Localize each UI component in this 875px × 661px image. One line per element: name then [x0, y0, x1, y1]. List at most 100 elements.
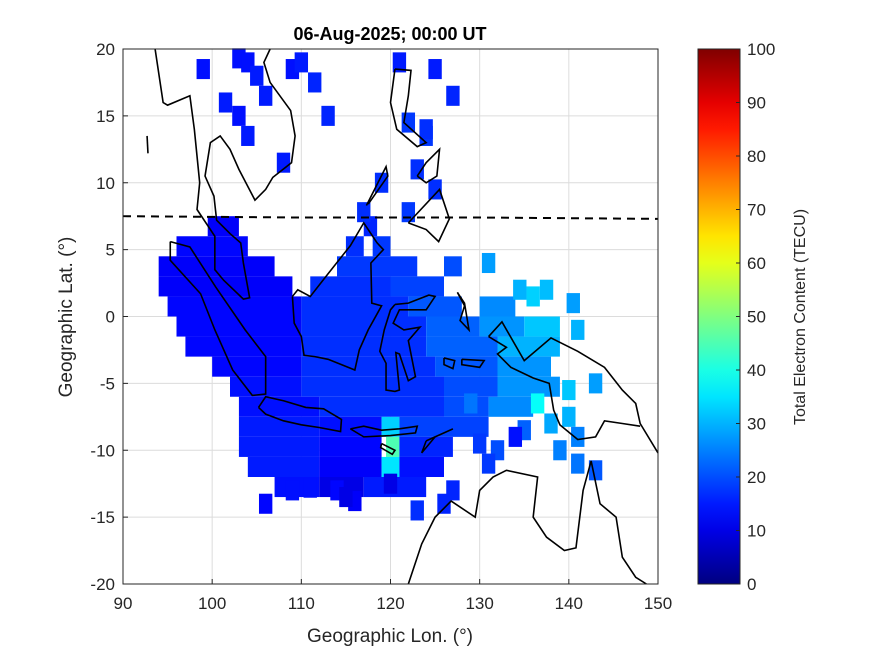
tec-cell: [399, 416, 489, 437]
tec-cell: [472, 433, 487, 454]
tec-cell: [488, 396, 534, 417]
x-tick-label: 90: [114, 594, 133, 613]
x-tick-label: 120: [376, 594, 404, 613]
tec-cell: [481, 252, 496, 274]
tec-cell: [337, 256, 418, 277]
y-tick-label: 10: [96, 174, 115, 193]
coastlines: [146, 48, 659, 585]
chart-title: 06-Aug-2025; 00:00 UT: [293, 24, 486, 44]
tec-cell: [539, 279, 554, 300]
tec-cell: [513, 279, 527, 300]
x-tick-label: 110: [288, 594, 315, 613]
tec-cell: [530, 393, 545, 414]
coastline: [461, 358, 486, 369]
colorbar-tick-label: 60: [747, 254, 766, 273]
tec-cell: [238, 416, 320, 437]
tec-cell: [176, 236, 248, 257]
tec-cell: [524, 316, 560, 337]
x-tick-label: 150: [644, 594, 672, 613]
tec-cell: [497, 336, 560, 357]
tec-cell: [258, 493, 273, 514]
coastline: [456, 291, 471, 333]
tec-cell: [410, 500, 424, 521]
coastline: [389, 68, 428, 148]
tec-cell: [238, 436, 320, 457]
colorbar-label: Total Electron Content (TECU): [792, 209, 809, 425]
y-tick-label: 15: [96, 107, 115, 126]
tec-cell: [176, 316, 302, 337]
tec-cell: [301, 316, 427, 337]
tec-cell: [241, 125, 255, 146]
tec-cell: [374, 172, 389, 193]
tec-cell: [232, 105, 246, 126]
x-tick-labels: 90 100 110 120 130 140 150: [114, 579, 672, 613]
tec-cell: [301, 296, 409, 317]
coastline: [291, 221, 385, 372]
coastline: [379, 442, 397, 456]
tec-cell: [276, 152, 291, 173]
tec-cell: [392, 52, 407, 73]
colorbar-tick-label: 50: [747, 308, 766, 327]
colorbar-tick-label: 80: [747, 147, 766, 166]
tec-cell: [481, 453, 496, 474]
tec-cell: [258, 85, 273, 106]
tec-cell: [571, 319, 585, 340]
coastline: [154, 48, 296, 300]
tec-cell: [571, 426, 585, 447]
tec-cell: [247, 456, 320, 477]
tec-cell: [390, 276, 444, 297]
tec-cell: [508, 426, 523, 447]
tec-cell: [212, 356, 302, 377]
tec-cell: [319, 436, 382, 457]
tec-cell: [319, 416, 382, 437]
tec-cell: [444, 376, 498, 397]
y-tick-label: 5: [106, 241, 115, 260]
coastline: [407, 187, 451, 243]
y-tick-label: -15: [90, 508, 115, 527]
x-tick-label: 130: [465, 594, 493, 613]
tec-cell: [238, 396, 320, 417]
tec-cell: [294, 52, 309, 73]
y-tick-label: -20: [90, 575, 115, 594]
coastline: [420, 428, 454, 454]
tec-cell: [426, 316, 480, 337]
tec-cell: [562, 380, 576, 401]
y-tick-label: -5: [100, 374, 115, 393]
tec-cell: [446, 480, 460, 501]
tec-cell: [321, 105, 335, 126]
colorbar-tick-label: 0: [747, 575, 756, 594]
coastline: [365, 164, 389, 206]
y-axis-label: Geographic Lat. (°): [56, 237, 77, 398]
tec-cell: [339, 487, 353, 508]
colorbar-tick-labels: 0 10 20 30 40 50 60 70 80 90 100: [736, 40, 775, 594]
tec-cell: [435, 356, 498, 377]
tec-cell: [285, 480, 300, 501]
tec-cell: [419, 119, 433, 140]
tec-cell: [319, 396, 444, 417]
coastline: [443, 357, 456, 370]
tec-cell: [562, 406, 576, 427]
coastline: [488, 335, 641, 441]
colorbar-tick-label: 100: [747, 40, 775, 59]
x-tick-label: 100: [198, 594, 226, 613]
tec-cell: [479, 296, 516, 317]
tec-cell: [464, 393, 478, 414]
tec-cell: [497, 356, 551, 377]
y-tick-label: 20: [96, 40, 115, 59]
coastline: [407, 460, 647, 585]
tec-cell: [553, 440, 567, 461]
tec-cell: [345, 236, 364, 257]
colorbar-tick-label: 40: [747, 361, 766, 380]
tec-cell: [372, 236, 391, 257]
tec-cell: [566, 293, 580, 314]
tec-cell: [544, 413, 558, 434]
tec-cell: [479, 316, 525, 337]
tec-cell: [408, 296, 462, 317]
tec-cell: [158, 276, 293, 297]
tec-cell: [250, 65, 264, 86]
coastline: [169, 240, 267, 397]
y-tick-label: -10: [90, 441, 115, 460]
tec-cell: [399, 456, 444, 477]
tec-cell: [588, 373, 603, 394]
